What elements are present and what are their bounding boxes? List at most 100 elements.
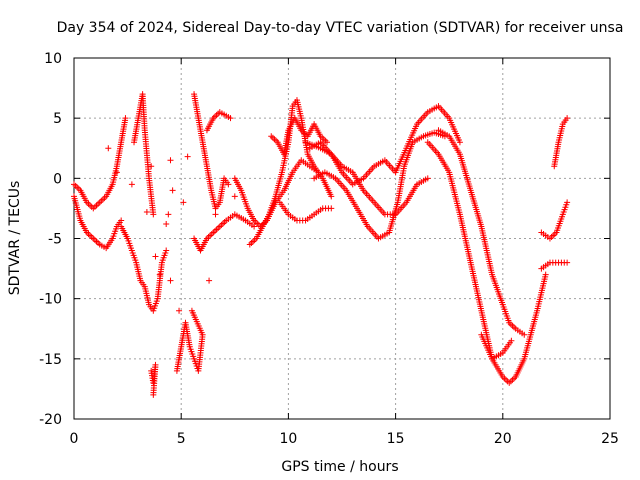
data-point	[288, 171, 295, 178]
series-scatter-extra	[105, 145, 238, 314]
data-point	[134, 117, 141, 124]
x-tick-label: 10	[279, 431, 297, 447]
data-point	[162, 249, 169, 256]
data-point	[363, 221, 370, 228]
data-point	[308, 212, 315, 219]
data-point	[380, 209, 387, 216]
data-point	[551, 230, 558, 237]
data-point	[148, 163, 155, 170]
data-point	[194, 112, 201, 119]
x-axis-label: GPS time / hours	[281, 459, 398, 475]
data-point	[101, 194, 108, 201]
data-point	[199, 334, 206, 341]
series-track-s	[478, 331, 515, 362]
series-track-d	[131, 91, 157, 218]
data-point	[505, 317, 512, 324]
data-point	[123, 233, 130, 240]
y-tick-label: -15	[39, 352, 62, 368]
data-point	[208, 230, 215, 237]
series-track-e	[148, 361, 159, 398]
data-point	[444, 132, 451, 139]
data-point	[145, 299, 152, 306]
data-point	[511, 375, 518, 382]
data-point	[394, 201, 401, 208]
data-point	[422, 176, 429, 183]
data-point	[455, 149, 462, 156]
data-point	[412, 183, 419, 190]
data-point	[559, 123, 566, 130]
data-point	[283, 209, 290, 216]
data-point	[408, 141, 415, 148]
axes	[73, 57, 611, 420]
data-point	[158, 261, 165, 268]
data-point	[563, 201, 570, 208]
data-point	[88, 233, 95, 240]
data-point	[184, 153, 191, 160]
data-point	[327, 191, 334, 198]
data-point	[189, 309, 196, 316]
data-point	[401, 201, 408, 208]
data-point	[542, 273, 549, 280]
data-point	[325, 205, 332, 212]
data-point	[271, 195, 278, 202]
data-point	[527, 333, 534, 340]
data-point	[167, 277, 174, 284]
series-track-g	[191, 91, 232, 212]
data-point	[402, 147, 409, 154]
y-axis-label: SDTVAR / TECUs	[7, 181, 23, 296]
data-point	[231, 193, 238, 200]
data-point	[221, 218, 228, 225]
data-point	[467, 185, 474, 192]
data-point	[207, 185, 214, 192]
series-track-h	[191, 211, 258, 254]
data-point	[488, 269, 495, 276]
series-track-l	[268, 115, 330, 158]
data-point	[136, 275, 143, 282]
series-track-t	[538, 259, 571, 272]
data-point	[348, 179, 355, 186]
series-track-q	[435, 127, 528, 338]
data-point	[297, 112, 304, 119]
data-point	[477, 221, 484, 228]
series-track-v	[551, 115, 571, 170]
data-point	[322, 137, 329, 144]
y-tick-label: -10	[39, 292, 62, 308]
data-point	[180, 199, 187, 206]
series-track-p	[302, 103, 463, 188]
data-point	[561, 259, 568, 266]
data-point	[76, 215, 83, 222]
x-tick-label: 25	[601, 431, 619, 447]
data-point	[167, 157, 174, 164]
data-point	[203, 161, 210, 168]
data-point	[122, 117, 129, 124]
data-marks	[71, 91, 571, 398]
data-point	[165, 211, 172, 218]
series-track-m	[276, 199, 335, 224]
data-point	[352, 203, 359, 210]
data-point	[186, 341, 193, 348]
data-point	[116, 219, 123, 226]
data-point	[519, 330, 526, 337]
data-point	[177, 345, 184, 352]
data-point	[169, 187, 176, 194]
y-tick-label: -20	[39, 412, 62, 428]
data-point	[498, 371, 505, 378]
data-point	[250, 215, 257, 222]
data-point	[209, 117, 216, 124]
data-point	[488, 353, 495, 360]
data-point	[499, 299, 506, 306]
series-track-f	[173, 307, 206, 374]
data-point	[506, 339, 513, 346]
data-point	[413, 123, 420, 130]
data-point	[533, 309, 540, 316]
data-point	[113, 169, 120, 176]
data-point	[559, 213, 566, 220]
data-point	[95, 240, 102, 247]
data-point	[358, 176, 365, 183]
data-point	[455, 137, 462, 144]
data-point	[456, 209, 463, 216]
data-point	[225, 113, 232, 120]
data-point	[433, 104, 440, 111]
y-tick-label: 5	[53, 111, 62, 127]
data-point	[418, 134, 425, 141]
